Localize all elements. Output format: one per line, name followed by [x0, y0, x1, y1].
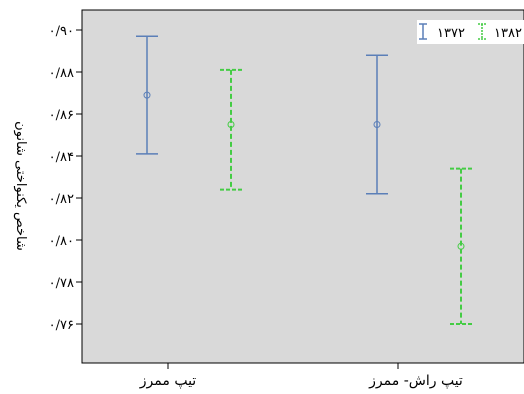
mean-marker — [227, 121, 235, 128]
x-category-label: تیپ ممرز — [139, 373, 197, 389]
y-axis: ۰/۷۶ ۰/۷۸ ۰/۸۰ ۰/۸۲ ۰/۸۴ ۰/۸۶ ۰/۸۸ ۰/۹۰ — [49, 24, 82, 333]
legend-box — [417, 20, 524, 44]
mean-marker — [143, 91, 151, 99]
plot-area — [81, 9, 524, 364]
legend-item: ۱۳۸۲ — [478, 23, 522, 41]
legend-label: ۱۳۷۲ — [437, 26, 465, 41]
error-bar-2-2 — [450, 167, 472, 325]
y-tick-label: ۰/۸۸ — [49, 66, 74, 81]
error-bar-1-2 — [366, 54, 388, 195]
y-tick-label: ۰/۸۶ — [49, 108, 74, 123]
y-tick-label: ۰/۹۰ — [49, 24, 74, 39]
y-tick-label: ۰/۸۰ — [49, 234, 74, 249]
y-tick-label: ۰/۷۶ — [49, 318, 74, 333]
y-tick-label: ۰/۸۴ — [49, 150, 74, 165]
y-axis-title: شاخص یکنواختی شانون — [13, 121, 28, 251]
mean-marker — [373, 121, 381, 128]
legend-label: ۱۳۸۲ — [494, 26, 522, 41]
x-category-label: تیپ راش- ممرز — [368, 373, 463, 389]
y-tick-label: ۰/۷۸ — [49, 276, 74, 291]
error-bar-2-1 — [220, 68, 242, 191]
x-axis: تیپ ممرز تیپ راش- ممرز — [139, 363, 463, 389]
y-tick-label: ۰/۸۲ — [49, 192, 74, 207]
error-bars — [136, 35, 472, 325]
mean-marker — [457, 242, 465, 250]
legend-item: ۱۳۷۲ — [419, 23, 465, 41]
error-bar-1-1 — [136, 35, 158, 155]
legend: ۱۳۷۲ ۱۳۸۲ — [417, 20, 524, 44]
